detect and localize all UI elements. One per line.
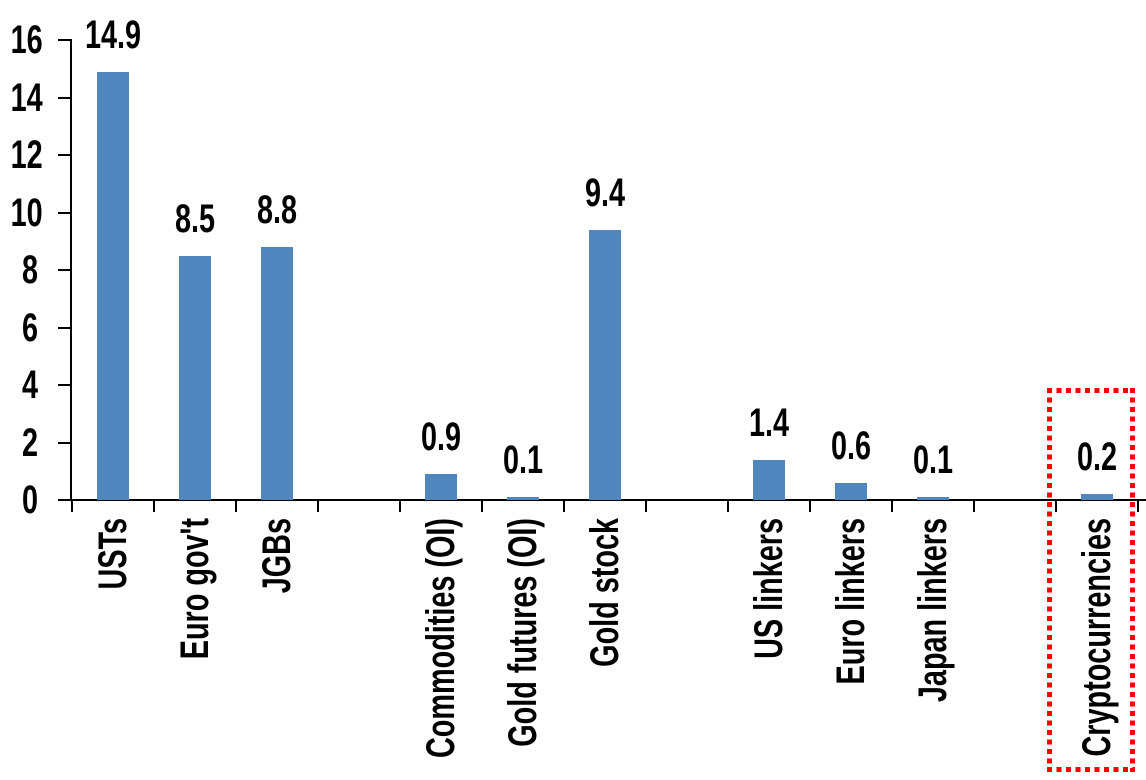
category-label: Gold futures (OI)	[501, 518, 545, 747]
category-label: Japan linkers	[911, 518, 955, 703]
bar-value-label: 14.9	[84, 12, 142, 57]
highlight-box-edge-bottom	[1047, 767, 1135, 772]
y-tick-label: 0	[21, 478, 38, 522]
category-label: USTs	[91, 518, 135, 590]
category-label: Gold stock	[583, 518, 627, 667]
y-tick-label: 10	[10, 190, 43, 235]
bar-value-label: 9.4	[584, 170, 626, 215]
category-label: Euro gov't	[173, 518, 217, 660]
y-tick	[58, 154, 72, 156]
bar	[97, 71, 129, 500]
bar-value-label: 0.9	[420, 415, 462, 460]
bar	[917, 497, 949, 500]
bar-value-label: 0.1	[502, 438, 544, 483]
x-tick	[809, 500, 811, 512]
category-label: Euro linkers	[829, 518, 873, 685]
bar	[1081, 494, 1113, 500]
bar-value-label: 8.5	[174, 196, 216, 241]
y-tick-label: 4	[21, 363, 38, 407]
y-tick-label: 2	[21, 420, 38, 465]
bar-value-label: 1.4	[748, 400, 790, 445]
x-tick	[399, 500, 401, 512]
x-tick	[973, 500, 975, 512]
x-tick	[481, 500, 483, 512]
bar-value-label: 0.1	[912, 438, 954, 483]
highlight-box-edge-left	[1047, 388, 1052, 772]
bar-value-label: 8.8	[256, 188, 298, 232]
bar-value-label: 0.2	[1076, 435, 1118, 480]
x-tick	[563, 500, 565, 512]
bar	[835, 482, 867, 500]
y-tick	[58, 384, 72, 386]
x-tick	[891, 500, 893, 512]
x-tick	[317, 500, 319, 512]
bar	[507, 497, 539, 500]
y-tick-label: 12	[10, 133, 43, 177]
y-tick-label: 14	[10, 75, 43, 120]
bar	[261, 247, 293, 500]
highlight-box-edge-top	[1047, 388, 1135, 393]
category-label: Commodities (OI)	[419, 518, 463, 759]
y-tick-label: 6	[21, 305, 38, 350]
y-tick	[58, 269, 72, 271]
x-tick	[645, 500, 647, 512]
y-tick	[58, 211, 72, 214]
y-tick	[58, 39, 72, 41]
y-tick	[58, 441, 72, 444]
highlight-box-edge-right	[1130, 388, 1135, 772]
category-label: US linkers	[747, 518, 791, 659]
y-tick	[58, 326, 72, 329]
highlight-box	[1047, 388, 1135, 772]
y-tick	[58, 96, 72, 99]
x-tick	[1055, 500, 1057, 512]
x-tick	[71, 500, 73, 512]
category-label: JGBs	[255, 518, 299, 594]
y-tick	[58, 499, 72, 501]
bar-value-label: 0.6	[830, 423, 872, 468]
x-tick	[235, 500, 237, 512]
bar	[753, 459, 785, 500]
x-axis-line	[70, 499, 1146, 501]
bar	[589, 229, 621, 500]
x-tick	[727, 500, 729, 512]
x-tick	[1137, 500, 1139, 512]
bar	[179, 255, 211, 500]
bar	[425, 474, 457, 500]
x-tick	[153, 500, 155, 512]
y-tick-label: 16	[10, 18, 43, 62]
y-tick-label: 8	[21, 248, 38, 292]
